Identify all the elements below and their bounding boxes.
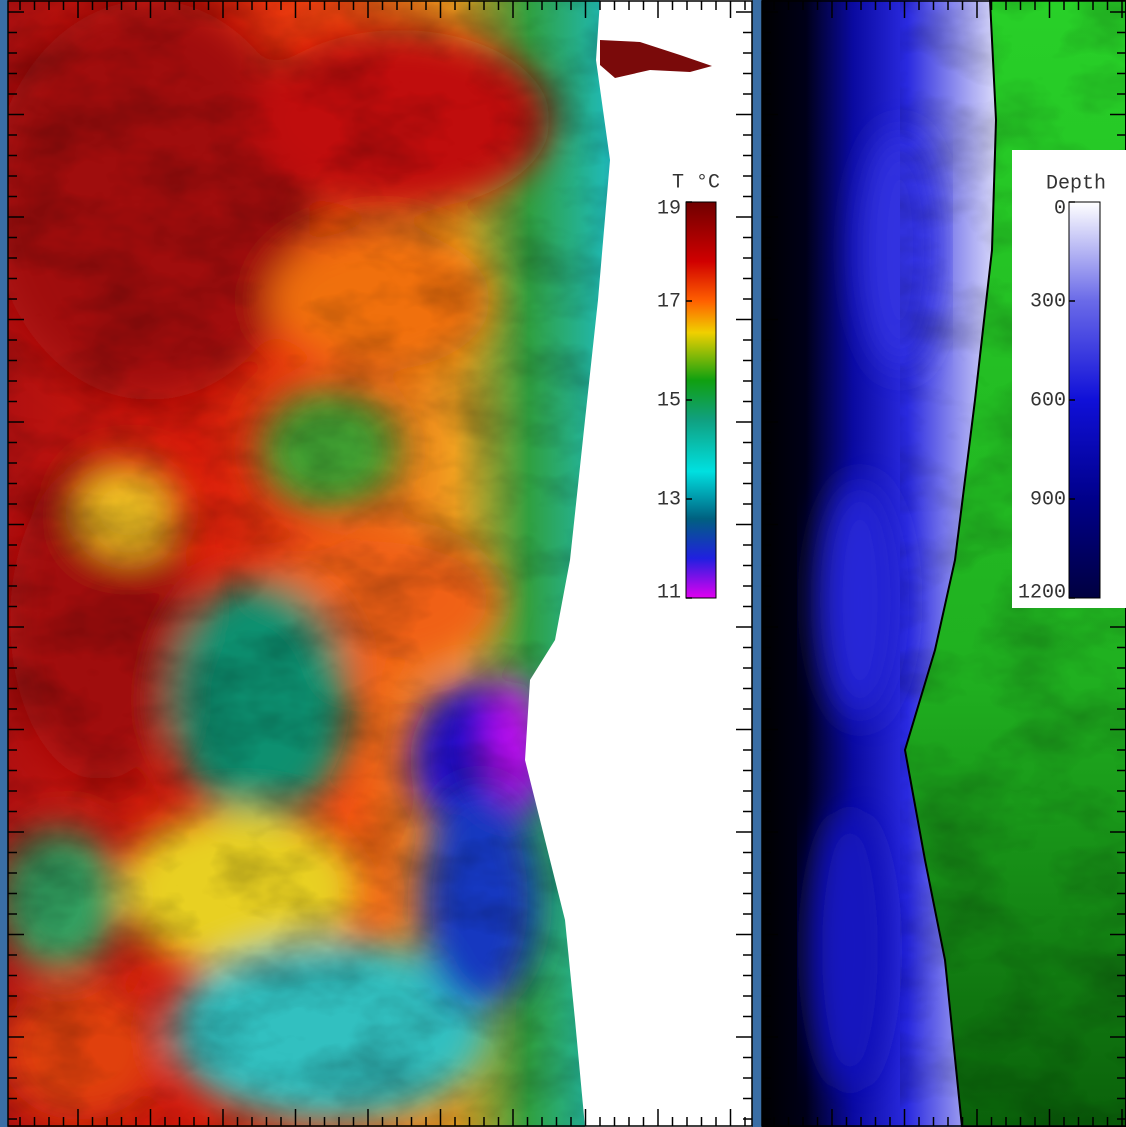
- depth-frame: [761, 0, 1126, 1127]
- colorbar-label: 17: [657, 290, 681, 313]
- colorbar-label: 900: [1030, 488, 1066, 511]
- colorbar-label: 13: [657, 488, 681, 511]
- colorbar-label: 1200: [1018, 581, 1066, 604]
- sst-legend-title: T °C: [672, 171, 720, 194]
- sst-colorbar-labels: 19 17 15 13 11: [657, 197, 692, 604]
- sst-frame: [7, 0, 753, 1127]
- colorbar-label: 11: [657, 581, 681, 604]
- colorbar-label: 600: [1030, 389, 1066, 412]
- colorbar-label: 19: [657, 197, 681, 220]
- colorbar-label: 0: [1054, 197, 1066, 220]
- colorbar-label: 15: [657, 389, 681, 412]
- colorbar-label: 300: [1030, 290, 1066, 313]
- depth-colorbar-labels: 0 300 600 900 1200: [1018, 197, 1075, 604]
- sst-panel: [8, 0, 752, 1127]
- bay: [600, 40, 712, 78]
- sst-frame-ticks: [8, 1, 752, 1126]
- depth-legend-title: Depth: [1046, 172, 1106, 195]
